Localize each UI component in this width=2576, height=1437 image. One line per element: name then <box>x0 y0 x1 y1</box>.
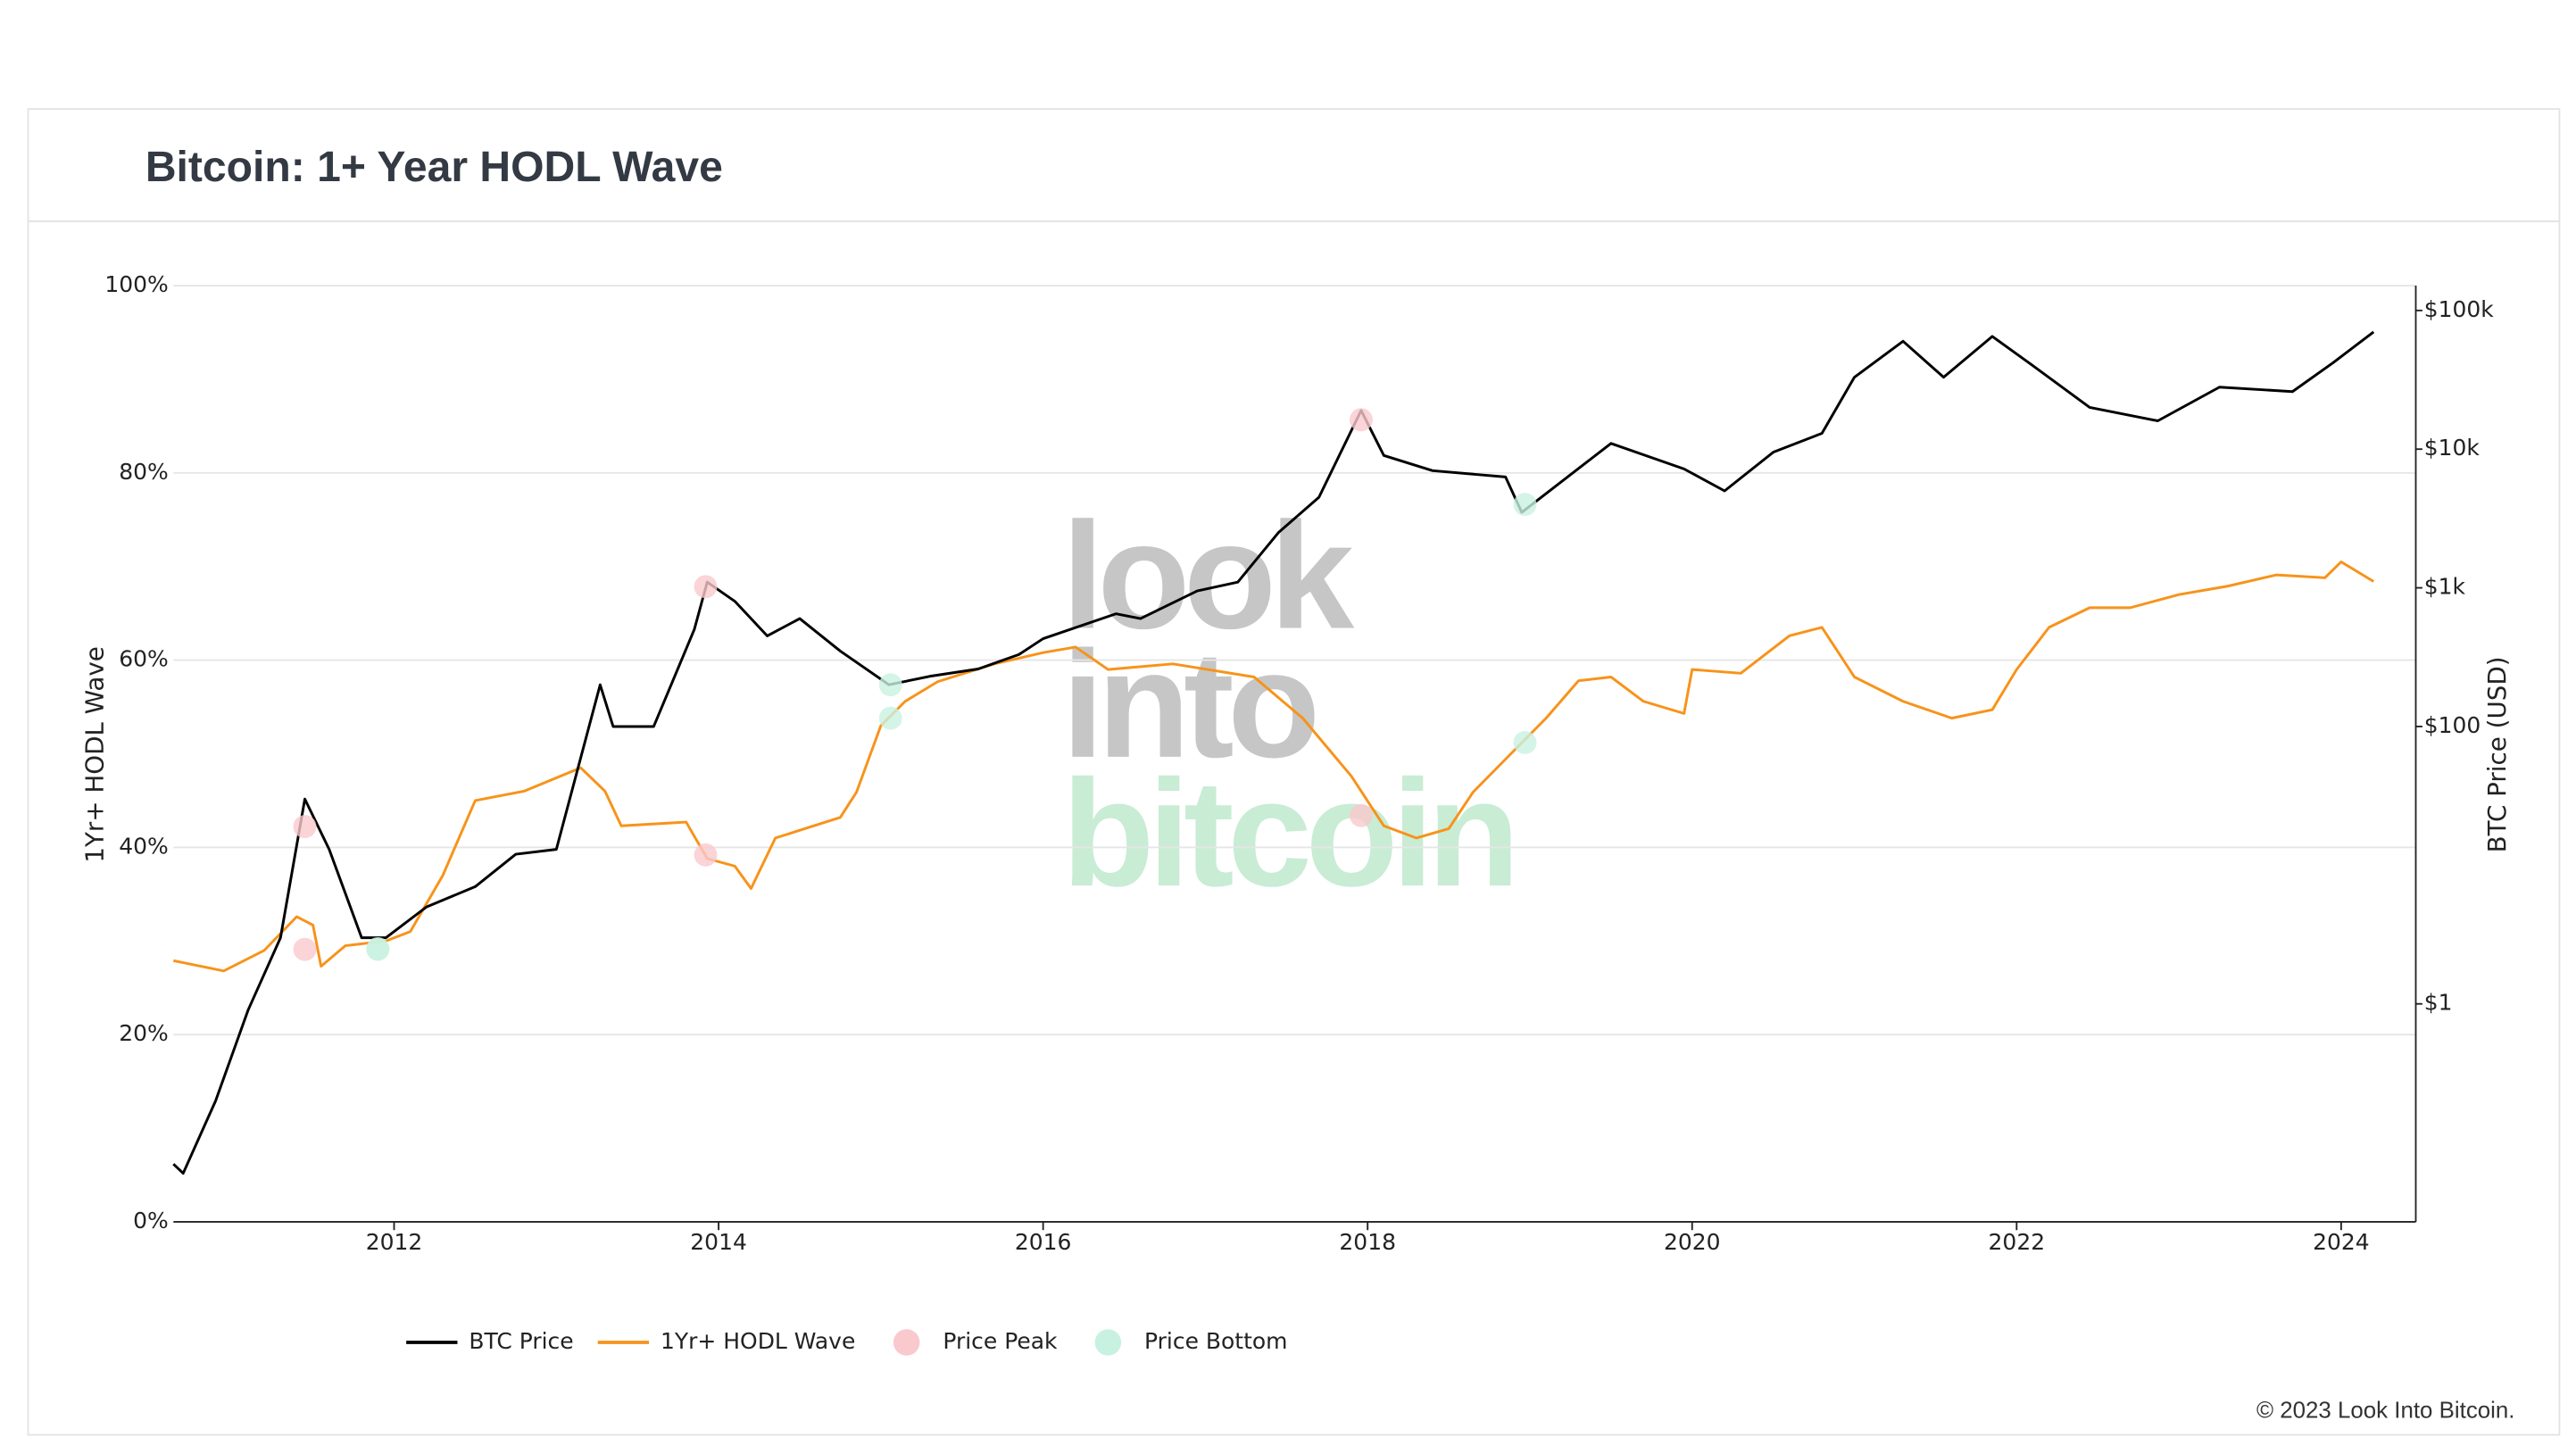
price-marker <box>878 706 902 730</box>
y-tick-label: 0% <box>133 1208 169 1233</box>
legend-swatch <box>893 1329 920 1356</box>
legend-label: 1Yr+ HODL Wave <box>661 1328 855 1354</box>
y2-tick-label: $10k <box>2424 435 2480 461</box>
price-marker <box>1349 408 1373 432</box>
card <box>27 108 2561 1436</box>
watermark-text: into <box>1062 620 1316 790</box>
legend-label: BTC Price <box>469 1328 573 1354</box>
x-tick-label: 2014 <box>690 1229 747 1255</box>
y-tick-label: 80% <box>119 459 169 485</box>
price-marker <box>1349 803 1373 827</box>
x-tick-label: 2024 <box>2313 1229 2370 1255</box>
y2-tick-label: $100 <box>2424 712 2481 738</box>
legend-label: Price Bottom <box>1144 1328 1287 1354</box>
watermark-text: bitcoin <box>1062 749 1514 918</box>
y-tick-label: 100% <box>104 271 168 297</box>
x-tick-label: 2016 <box>1015 1229 1072 1255</box>
x-tick-label: 2012 <box>366 1229 423 1255</box>
series-line <box>172 560 2375 973</box>
legend: BTC Price 1Yr+ HODL Wave Price Peak Price B… <box>406 1328 1287 1356</box>
y-axis-label: 1Yr+ HODL Wave <box>79 646 109 862</box>
watermark-text: look <box>1062 492 1355 661</box>
x-tick-label: 2020 <box>1664 1229 1721 1255</box>
price-marker <box>1513 730 1537 754</box>
x-tick-label: 2018 <box>1339 1229 1396 1255</box>
price-marker <box>694 575 718 599</box>
y2-tick-label: $1k <box>2424 574 2466 600</box>
y2-tick-label: $1 <box>2424 990 2453 1016</box>
y2-tick-label: $100k <box>2424 296 2495 322</box>
y2-axis-label: BTC Price (USD) <box>2482 656 2512 852</box>
legend-swatch <box>1094 1329 1122 1356</box>
y-tick-label: 20% <box>119 1020 169 1046</box>
price-marker <box>293 937 317 961</box>
watermark: look into bitcoin <box>1062 492 1520 919</box>
grid <box>173 285 2416 1036</box>
price-marker <box>878 673 902 697</box>
chart-title: Bitcoin: 1+ Year HODL Wave <box>145 143 723 191</box>
legend-label: Price Peak <box>943 1328 1058 1354</box>
price-marker <box>1513 493 1537 517</box>
price-marker <box>366 936 390 960</box>
y-tick-label: 40% <box>119 833 169 859</box>
x-tick-label: 2022 <box>1989 1229 2046 1255</box>
price-marker <box>293 815 317 838</box>
series-line <box>172 330 2375 1175</box>
y-tick-label: 60% <box>119 646 169 672</box>
footer: © 2023 Look Into Bitcoin. <box>2256 1399 2515 1424</box>
price-marker <box>694 843 718 867</box>
